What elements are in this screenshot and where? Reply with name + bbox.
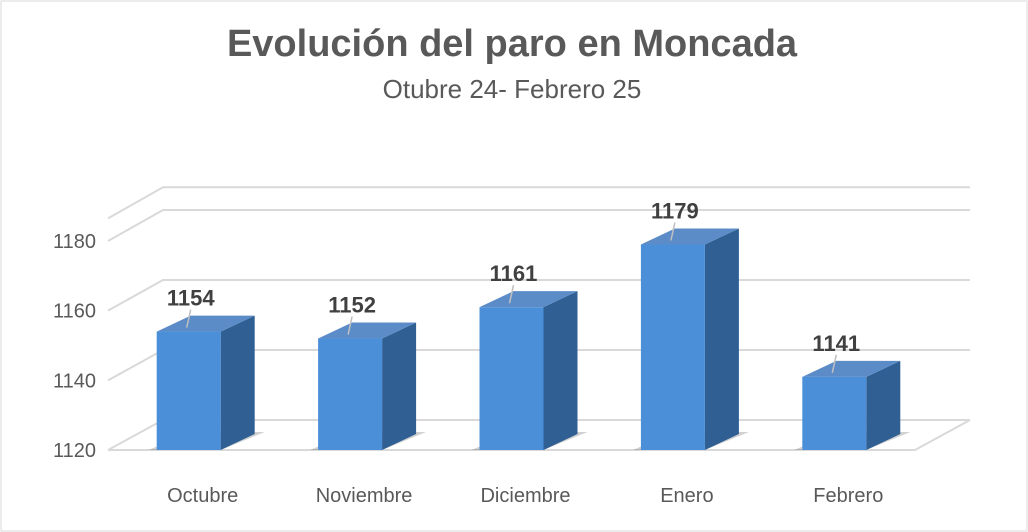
x-category-label: Diciembre [480,485,570,507]
y-tick-label: 1140 [53,370,96,392]
data-label: 1152 [328,293,376,318]
bars [148,228,911,450]
bar-front [802,376,867,450]
gridline [107,209,970,242]
label-leader-line [185,309,192,328]
label-leader-line [670,222,676,241]
bar-side [220,315,255,450]
bar-side [382,322,417,450]
bar [632,228,749,450]
x-category-label: Enero [660,485,713,507]
bar [471,291,588,450]
y-tick-label: 1160 [53,301,96,323]
bar-front [318,338,383,450]
data-label: 1154 [167,286,215,311]
gridline [107,186,970,220]
data-label: 1141 [812,331,860,356]
x-category-label: Octubre [167,485,238,507]
bar-side [543,291,578,450]
bar-side [704,228,739,450]
bar [310,322,427,450]
bar-top [802,360,901,377]
bar-top [156,315,255,332]
data-label: 1161 [490,261,538,286]
chart-subtitle: Otubre 24- Febrero 25 [383,74,642,104]
bar-side [866,360,901,450]
y-tick-label: 1180 [53,231,96,253]
x-category-label: Febrero [813,485,883,507]
x-axis-categories: Octubre Noviembre Diciembre Enero Febrero [167,485,883,507]
bar [794,360,911,450]
data-label: 1179 [651,198,699,223]
label-leader-line [347,316,353,335]
y-tick-label: 1120 [53,440,96,462]
label-leader-line [508,285,515,304]
chart-title: Evolución del paro en Moncada [227,23,798,65]
bar-front [640,244,705,450]
bar-top [640,228,739,245]
bar-top [479,291,578,308]
data-labels: 1154 1152 1161 1179 1141 [167,198,860,374]
bar [148,315,265,450]
bar-front [156,331,221,450]
label-leader-line [831,354,838,374]
x-category-label: Noviembre [316,485,413,507]
bar-front [479,307,544,450]
y-axis-ticks: 1120 1140 1160 1180 [53,231,96,462]
bar-top [318,322,417,339]
